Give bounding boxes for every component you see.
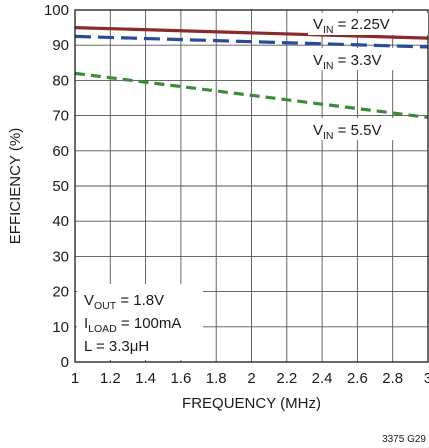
plot-frame xyxy=(74,9,429,363)
y-tick-label: 20 xyxy=(52,284,69,301)
x-tick-label: 1.8 xyxy=(206,370,227,387)
x-tick-label: 3 xyxy=(424,370,429,387)
y-tick-label: 40 xyxy=(52,213,69,230)
x-tick-label: 2.6 xyxy=(347,370,368,387)
series-line xyxy=(74,26,429,40)
x-tick-label: 1 xyxy=(71,370,79,387)
series-line xyxy=(74,71,429,119)
x-tick-label: 1.2 xyxy=(100,370,121,387)
y-tick-label: 30 xyxy=(52,248,69,265)
series-labels: VIN = 2.25V VIN = 3.3V VIN = 5.5V xyxy=(308,13,428,142)
x-tick-label: 2 xyxy=(247,370,255,387)
series-label-background xyxy=(308,48,404,70)
y-axis-label: EFFICIENCY (%) xyxy=(7,128,24,244)
conditions-annotation: VOUT = 1.8V ILOAD = 100mA L = 3.3μH xyxy=(77,284,203,360)
series-label: VIN = 3.3V xyxy=(313,52,381,72)
x-tick-label: 2.4 xyxy=(312,370,333,387)
x-axis-label: FREQUENCY (MHz) xyxy=(182,395,321,412)
series-label: VIN = 2.25V xyxy=(313,16,390,36)
y-tick-labels: 0 10 20 30 40 50 60 70 80 90 100 xyxy=(44,2,69,371)
series-label: VIN = 5.5V xyxy=(313,122,381,142)
x-tick-label: 2.8 xyxy=(382,370,403,387)
x-tick-labels: 1 1.2 1.4 1.6 1.8 2 2.2 2.4 2.6 2.8 3 xyxy=(71,370,429,387)
y-tick-label: 100 xyxy=(44,2,69,19)
series-label-background xyxy=(308,118,404,140)
series-label-background xyxy=(308,13,428,35)
y-tick-label: 50 xyxy=(52,178,69,195)
series-line xyxy=(74,34,429,49)
conditions-background xyxy=(77,284,203,360)
y-tick-label: 10 xyxy=(52,319,69,336)
y-tick-label: 90 xyxy=(52,37,69,54)
plot-border xyxy=(74,9,429,363)
y-tick-label: 80 xyxy=(52,72,69,89)
x-tick-label: 2.2 xyxy=(276,370,297,387)
x-tick-label: 1.4 xyxy=(135,370,156,387)
condition-line: VOUT = 1.8V xyxy=(84,292,164,312)
condition-line: L = 3.3μH xyxy=(84,338,149,355)
y-tick-label: 60 xyxy=(52,143,69,160)
series-lines xyxy=(74,26,429,119)
x-tick-label: 1.6 xyxy=(170,370,191,387)
y-tick-label: 70 xyxy=(52,108,69,125)
condition-line: ILOAD = 100mA xyxy=(84,315,181,335)
y-tick-label: 0 xyxy=(61,354,69,371)
figure-id: 3375 G29 xyxy=(382,434,426,445)
